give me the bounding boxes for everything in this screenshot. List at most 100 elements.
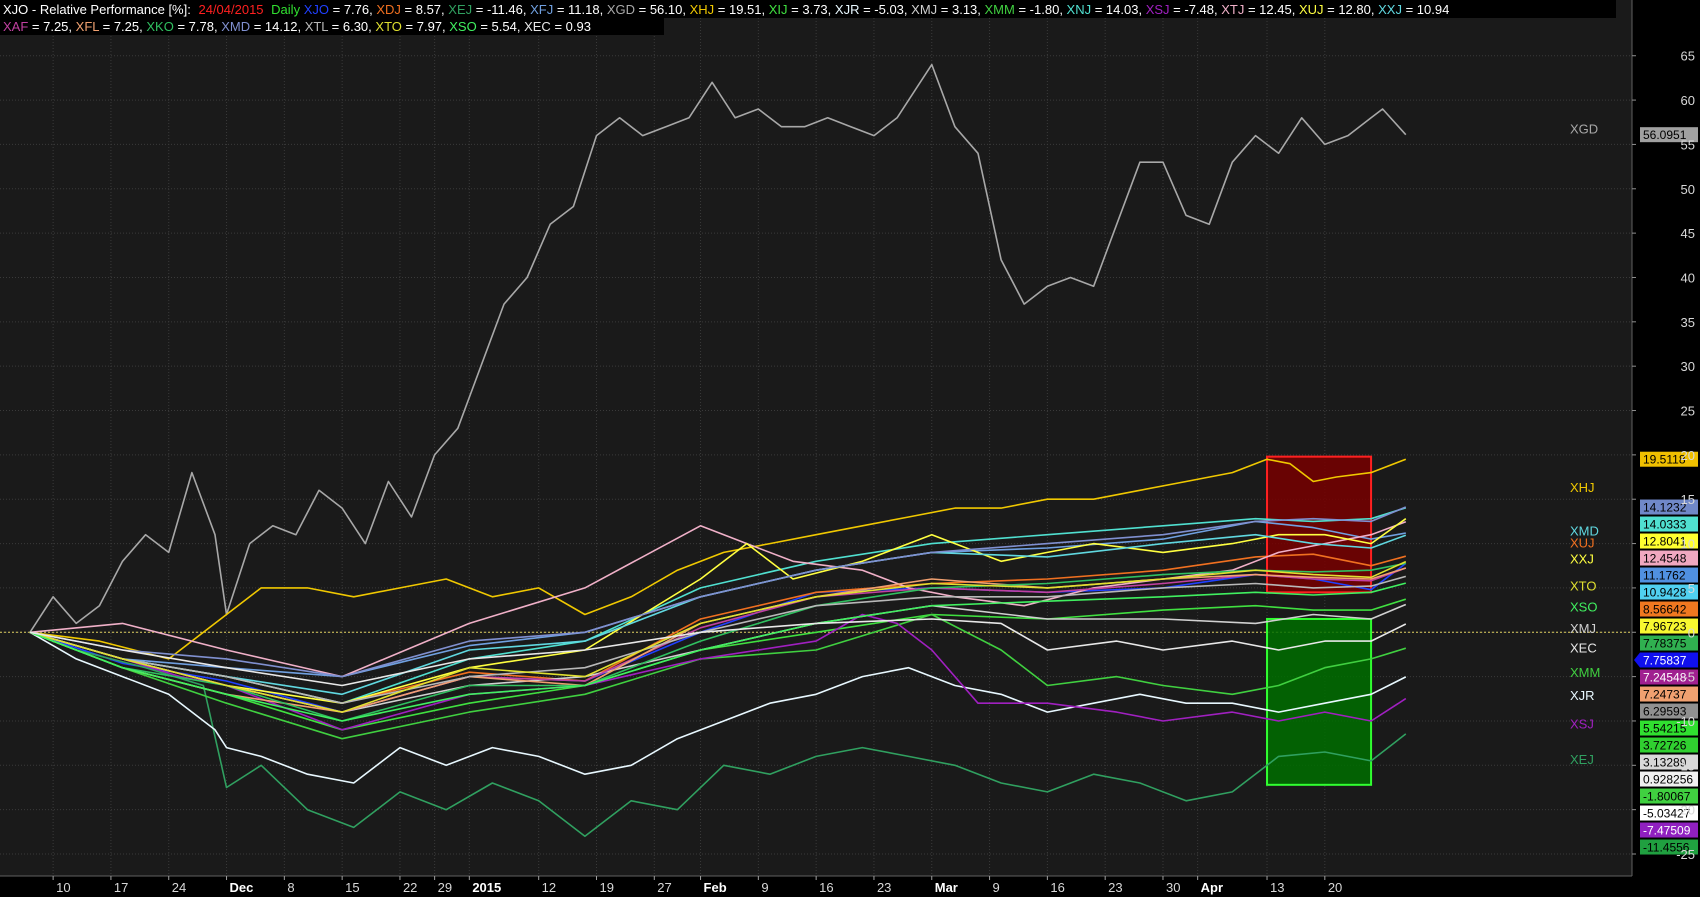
- value-tag-xtj: 12.4548: [1643, 552, 1687, 566]
- chart-title: XJO - Relative Performance [%]:: [3, 2, 191, 17]
- x-tick-label: 23: [877, 880, 891, 895]
- legend-name-xmj: XMJ: [911, 2, 937, 17]
- series-lines: [29, 63, 1407, 838]
- series-line-xij: [29, 598, 1407, 731]
- value-tag-bg-xmm: [1640, 788, 1698, 804]
- legend-value-xsj: = -7.48: [1170, 2, 1214, 17]
- legend-value-xxj: = 10.94: [1402, 2, 1449, 17]
- legend-row1-bg: [0, 0, 1616, 18]
- value-tag-xxj: 10.9428: [1643, 586, 1687, 600]
- y-tick-label: -15: [1676, 758, 1695, 773]
- legend-name-xtl: XTL: [305, 19, 329, 34]
- value-tag-xjo: 7.75837: [1643, 654, 1687, 668]
- series-label-xxj: XXJ: [1570, 552, 1594, 567]
- x-tick-label: 20: [1328, 880, 1342, 895]
- value-tag-bg-xhj: [1640, 451, 1698, 467]
- x-tick-label: 30: [1166, 880, 1180, 895]
- legend-value-xto: = 7.97: [402, 19, 442, 34]
- y-tick-label: -20: [1676, 803, 1695, 818]
- legend-name-xjr: XJR: [835, 2, 860, 17]
- legend-name-xnj: XNJ: [1067, 2, 1092, 17]
- series-label-xjr: XJR: [1570, 688, 1595, 703]
- value-tag-xaf: 7.24548: [1643, 671, 1687, 685]
- x-tick-label: 9: [993, 880, 1000, 895]
- value-tag-bg-xxj: [1640, 584, 1698, 600]
- x-tick-label: 17: [114, 880, 128, 895]
- y-tick-label: 30: [1681, 359, 1695, 374]
- value-tag-bg-xjr: [1640, 805, 1698, 821]
- x-tick-label: 27: [657, 880, 671, 895]
- x-tick-label: Feb: [704, 880, 727, 895]
- value-tag-bg-xaf: [1640, 669, 1698, 685]
- legend-row-1: XJO - Relative Performance [%]: 24/04/20…: [3, 2, 1449, 17]
- x-tick-label: 13: [1270, 880, 1284, 895]
- legend: XJO - Relative Performance [%]: 24/04/20…: [0, 0, 1616, 35]
- legend-name-xec: XEC: [524, 19, 551, 34]
- legend-sep: ,: [828, 2, 835, 17]
- value-tag-xtl: 6.29593: [1643, 705, 1687, 719]
- legend-name-xej: XEJ: [448, 2, 472, 17]
- x-axis: 10 17 24 Dec 8 15 22 29 2015 12 19 27 Feb 9 16 23 Mar 9 16…: [0, 875, 1632, 897]
- series-label-xec: XEC: [1570, 640, 1597, 655]
- y-tick-label: 60: [1681, 93, 1695, 108]
- y-tick-label: 15: [1681, 492, 1695, 507]
- value-tags: 56.0951 19.5118 14.1232 14.0333 12.8041 12.45…: [1634, 127, 1698, 855]
- series-label-xgd: XGD: [1570, 121, 1598, 136]
- value-tag-bg-xgd: [1640, 127, 1698, 143]
- legend-name-xuj: XUJ: [1299, 2, 1324, 17]
- chart-date: 24/04/2015: [198, 2, 263, 17]
- x-axis-band: [0, 876, 1632, 897]
- legend-sep: ,: [214, 19, 221, 34]
- series-label-xmm: XMM: [1570, 665, 1600, 680]
- value-tag-xuj: 12.8041: [1643, 535, 1687, 549]
- value-tag-bg-xej: [1640, 839, 1698, 855]
- legend-sep: ,: [297, 19, 304, 34]
- legend-sep: ,: [369, 2, 376, 17]
- series-line-xtl: [29, 575, 1407, 705]
- legend-value-xej: = -11.46: [472, 2, 523, 17]
- value-tag-bg-xto: [1640, 618, 1698, 634]
- series-label-xsj: XSJ: [1570, 717, 1594, 732]
- legend-name-xso: XSO: [449, 19, 476, 34]
- legend-value-xec: = 0.93: [551, 19, 591, 34]
- legend-sep: ,: [762, 2, 769, 17]
- legend-value-xjr: = -5.03: [859, 2, 903, 17]
- legend-sep: ,: [517, 19, 524, 34]
- legend-value-xso: = 5.54: [477, 19, 517, 34]
- legend-value-xmm: = -1.80: [1015, 2, 1059, 17]
- x-tick-label: 19: [599, 880, 613, 895]
- series-line-xmd: [29, 506, 1407, 678]
- x-tick-label: 23: [1108, 880, 1122, 895]
- legend-sep: ,: [68, 19, 75, 34]
- x-tick-label: 8: [287, 880, 294, 895]
- legend-name-xmd: XMD: [221, 19, 250, 34]
- legend-name-xto: XTO: [375, 19, 402, 34]
- legend-name-xmm: XMM: [985, 2, 1015, 17]
- legend-value-xhj: = 19.51: [714, 2, 761, 17]
- value-tag-bg-xmj: [1640, 754, 1698, 770]
- series-label-xmd: XMD: [1570, 523, 1599, 538]
- legend-sep: ,: [139, 19, 146, 34]
- series-labels: XUJ XEJ XGD XHJ XJR XMJ XMM XSJ XXJ XMD XTO XSO XEC: [1570, 121, 1600, 767]
- series-line-xuj: [29, 518, 1407, 705]
- series-line-xej: [29, 631, 1407, 838]
- legend-sep: ,: [682, 2, 689, 17]
- y-tick-label: -25: [1676, 847, 1695, 862]
- value-tag-xjr: -5.03427: [1643, 807, 1691, 821]
- y-tick-label: 20: [1681, 448, 1695, 463]
- legend-name-xij: XIJ: [769, 2, 788, 17]
- legend-name-xtj: XTJ: [1221, 2, 1244, 17]
- series-line-xgd: [29, 63, 1407, 633]
- value-tag-bg-xjo: [1634, 652, 1698, 668]
- y-tick-label: 45: [1681, 226, 1695, 241]
- series-label-xuj: XUJ: [1570, 536, 1595, 551]
- value-tag-xdj: 8.56642: [1643, 603, 1687, 617]
- value-tag-xfj: 11.1762: [1643, 569, 1686, 583]
- legend-sep: ,: [441, 2, 448, 17]
- x-tick-label: Apr: [1201, 880, 1223, 895]
- legend-name-xhj: XHJ: [690, 2, 715, 17]
- x-tick-label: 22: [403, 880, 417, 895]
- value-tag-xej: -11.4556: [1643, 841, 1690, 855]
- x-tick-label: Mar: [935, 880, 958, 895]
- x-tick-label: 9: [761, 880, 768, 895]
